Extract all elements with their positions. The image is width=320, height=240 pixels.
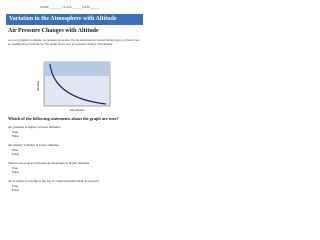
- question-text: There is more space between air molecule…: [8, 161, 91, 165]
- question: Air density is higher at lower altitudes…: [8, 143, 141, 157]
- class-field: CLASS: [62, 5, 72, 9]
- y-axis-label: Altitude: [36, 80, 40, 91]
- paragraph: As you go higher in altitude, air pressu…: [8, 38, 140, 46]
- question: Air pressure is higher at lower altitude…: [8, 125, 141, 139]
- question-text: Air is easier to breathe at the top of a…: [8, 179, 100, 183]
- option: False: [12, 134, 19, 138]
- option: False: [12, 188, 19, 192]
- x-axis-label: Air pressure: [70, 108, 85, 112]
- question-text: Air density is higher at lower altitudes…: [8, 143, 60, 147]
- option: True: [12, 165, 19, 170]
- question: Air is easier to breathe at the top of a…: [8, 179, 141, 193]
- option: False: [12, 152, 19, 156]
- section-heading: Air Pressure Changes with Altitude: [8, 28, 99, 34]
- header: NAME ________ CLASS ______ DATE ______: [40, 5, 100, 9]
- graph-band: [44, 62, 110, 76]
- question: There is more space between air molecule…: [8, 161, 141, 175]
- option: True: [12, 183, 19, 188]
- option: False: [12, 170, 19, 174]
- graph: Altitude Air pressure: [36, 61, 111, 112]
- page: NAME ________ CLASS ______ DATE ______ V…: [0, 0, 149, 198]
- graph-curve: [49, 63, 107, 105]
- option: True: [12, 147, 19, 152]
- question-text: Air pressure is higher at lower altitude…: [8, 125, 61, 129]
- title: Variation in the Atmosphere with Altitud…: [6, 14, 143, 25]
- prompt: Which of the following statements about …: [8, 116, 119, 121]
- option: True: [12, 129, 19, 134]
- name-field: NAME: [40, 5, 49, 9]
- date-field: DATE: [82, 5, 90, 9]
